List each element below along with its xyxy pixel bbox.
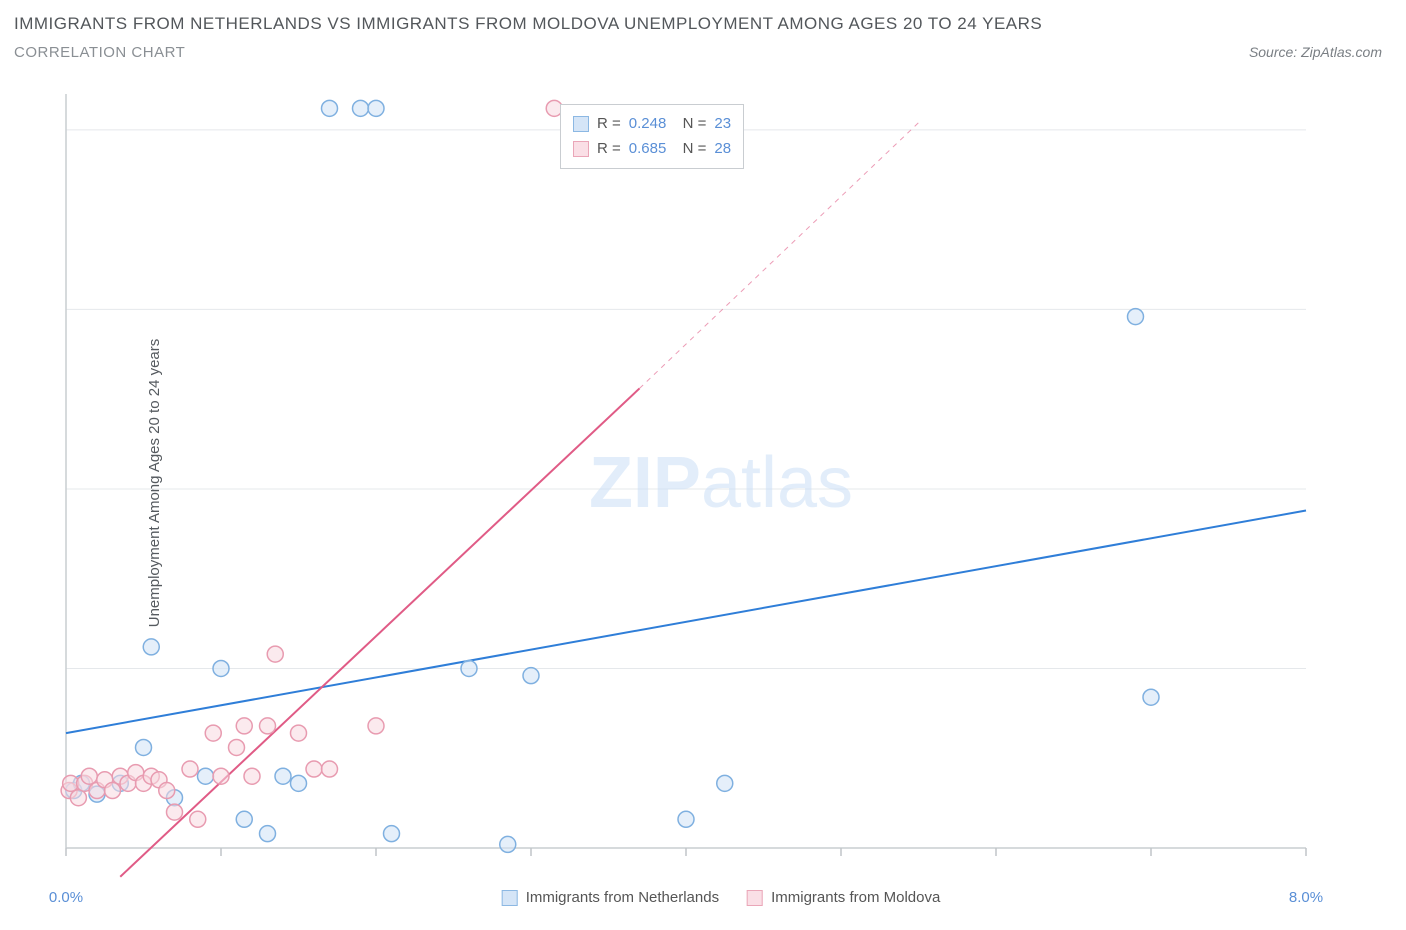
legend-swatch bbox=[502, 890, 518, 906]
bottom-legend-item: Immigrants from Netherlands bbox=[502, 889, 719, 906]
scatter-plot-svg bbox=[56, 88, 1316, 878]
legend-swatch bbox=[573, 116, 589, 132]
chart-title-line1: IMMIGRANTS FROM NETHERLANDS VS IMMIGRANT… bbox=[14, 14, 1406, 34]
legend-n-label: N = bbox=[674, 111, 706, 137]
correlation-legend-box: R = 0.248 N = 23R = 0.685 N = 28 bbox=[560, 104, 744, 169]
legend-swatch bbox=[747, 890, 763, 906]
legend-n-value: 23 bbox=[714, 111, 731, 137]
x-tick-label: 0.0% bbox=[49, 889, 83, 906]
chart-title-line2: CORRELATION CHART bbox=[14, 44, 1406, 61]
legend-row: R = 0.248 N = 23 bbox=[573, 111, 731, 137]
source-label: Source: ZipAtlas.com bbox=[1249, 44, 1382, 60]
legend-r-value: 0.685 bbox=[629, 136, 667, 162]
bottom-legend-label: Immigrants from Netherlands bbox=[526, 889, 719, 906]
legend-swatch bbox=[573, 141, 589, 157]
legend-r-label: R = bbox=[597, 111, 621, 137]
bottom-legend-label: Immigrants from Moldova bbox=[771, 889, 940, 906]
legend-row: R = 0.685 N = 28 bbox=[573, 136, 731, 162]
series-legend: Immigrants from Netherlands Immigrants fr… bbox=[502, 889, 941, 906]
x-tick-label: 8.0% bbox=[1289, 889, 1323, 906]
legend-r-value: 0.248 bbox=[629, 111, 667, 137]
legend-r-label: R = bbox=[597, 136, 621, 162]
legend-n-value: 28 bbox=[714, 136, 731, 162]
bottom-legend-item: Immigrants from Moldova bbox=[747, 889, 940, 906]
legend-n-label: N = bbox=[674, 136, 706, 162]
chart-area: Unemployment Among Ages 20 to 24 years Z… bbox=[56, 88, 1386, 878]
